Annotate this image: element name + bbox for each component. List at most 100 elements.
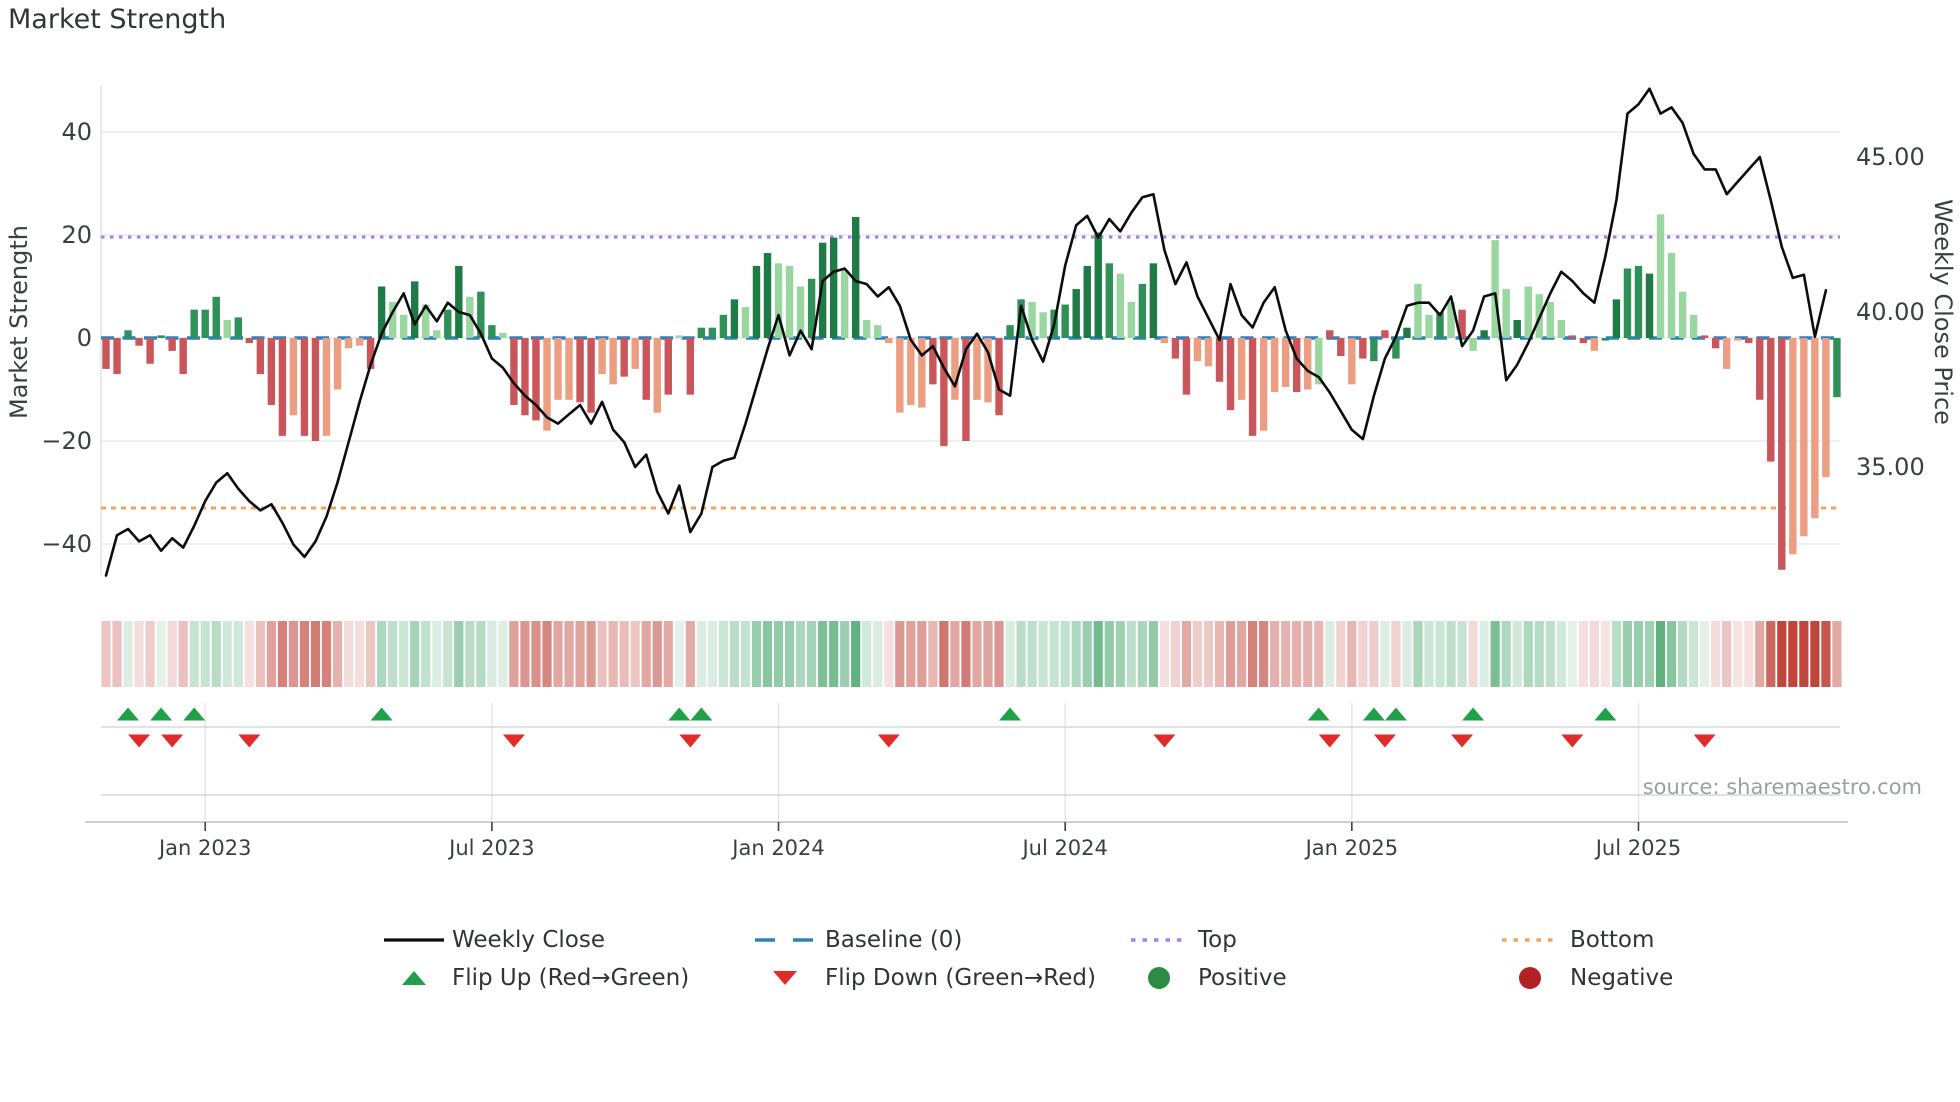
y-left-tick-label: 0 — [77, 324, 92, 352]
strength-bar-positive — [1017, 299, 1025, 338]
heatmap-strip-cell — [1336, 621, 1346, 687]
strength-bar-positive — [444, 309, 452, 338]
strength-bar-negative — [245, 338, 254, 344]
dot-orange-icon — [1502, 938, 1558, 942]
heatmap-strip-cell — [1214, 621, 1225, 687]
heatmap-strip-cell — [663, 621, 673, 687]
heatmap-strip-cell — [1203, 621, 1214, 687]
strength-bar-positive — [752, 265, 761, 338]
strength-bar-negative — [1711, 338, 1720, 349]
heatmap-strip-cell — [145, 621, 155, 687]
heatmap-strip-cell — [1038, 621, 1048, 687]
heatmap-strip-cell — [1181, 621, 1192, 687]
heatmap-strip-cell — [112, 621, 122, 687]
heatmap-strip-cell — [994, 621, 1004, 687]
strength-bar-positive — [1326, 330, 1334, 338]
strength-bar-negative — [1789, 338, 1797, 555]
heatmap-strip-cell — [652, 621, 662, 687]
heatmap-strip-cell — [354, 621, 365, 687]
strength-bar-negative — [1226, 338, 1235, 411]
strength-bar-negative — [355, 338, 364, 346]
heatmap-strip-cell — [156, 621, 166, 687]
y-left-tick-label: −20 — [41, 427, 92, 455]
line-black-icon — [384, 938, 444, 942]
heatmap-strip-cell — [1093, 621, 1103, 687]
heatmap-strip-cell — [443, 621, 453, 687]
heatmap-strip-cell — [531, 621, 541, 687]
strength-bar-positive — [719, 314, 728, 338]
circle-red-icon — [1519, 967, 1541, 989]
strength-bar-positive — [1094, 232, 1102, 338]
heatmap-strip-cell — [608, 621, 618, 687]
y-left-tick-label: 40 — [61, 118, 92, 146]
heatmap-strip-cell — [851, 621, 861, 687]
heatmap-strip-cell — [928, 621, 938, 687]
legend-item-label: Weekly Close — [452, 927, 605, 953]
heatmap-strip-cell — [465, 621, 475, 687]
heatmap-strip-cell — [972, 621, 982, 687]
heatmap-strip-cell — [895, 621, 905, 687]
strength-bar-negative — [896, 338, 904, 413]
strength-bar-positive — [1105, 263, 1113, 338]
strength-bar-negative — [146, 338, 154, 364]
strength-bar-negative — [565, 338, 573, 400]
strength-bar-negative — [333, 338, 342, 390]
heatmap-strip-cell — [388, 621, 398, 687]
tri-down-icon — [773, 971, 797, 985]
strength-bar-negative — [631, 338, 639, 369]
strength-bar-negative — [1359, 338, 1367, 359]
heatmap-strip-cell — [178, 621, 188, 687]
strength-bar-positive — [1612, 299, 1621, 338]
heatmap-strip-cell — [1799, 621, 1809, 687]
heatmap-strip-cell — [1810, 621, 1820, 687]
legend-item-bottom: Bottom — [1498, 925, 1654, 955]
heatmap-strip-cell — [1556, 621, 1566, 687]
legend-item-negative: Negative — [1498, 963, 1673, 993]
strength-bar-positive — [1689, 314, 1698, 338]
heatmap-strip-cell — [718, 621, 728, 687]
heatmap-strip-cell — [1666, 621, 1677, 687]
strength-bar-negative — [256, 338, 265, 375]
strength-bar-positive — [433, 330, 441, 338]
strength-bar-negative — [1469, 338, 1477, 351]
flip-up-marker — [370, 707, 393, 721]
strength-bar-negative — [918, 338, 926, 408]
legend-item-label: Top — [1198, 927, 1237, 953]
heatmap-strip-cell — [1347, 621, 1357, 687]
heatmap-strip-cell — [1391, 621, 1401, 687]
strength-bar-positive — [840, 271, 849, 338]
heatmap-strip-cell — [1744, 621, 1754, 687]
strength-bar-negative — [1304, 338, 1312, 390]
strength-bar-negative — [300, 338, 309, 436]
heatmap-strip-cell — [1655, 621, 1666, 687]
heatmap-strip-cell — [421, 621, 431, 687]
circle-green-icon — [1148, 967, 1170, 989]
heatmap-strip-cell — [1082, 621, 1092, 687]
heatmap-strip-cell — [1722, 621, 1732, 687]
strength-bar-negative — [543, 338, 551, 431]
strength-bar-negative — [1337, 338, 1345, 357]
heatmap-strip-cell — [1005, 621, 1015, 687]
legend-item-label: Bottom — [1570, 927, 1655, 953]
strength-bar-negative — [1204, 338, 1213, 367]
heatmap-strip-cell — [1490, 621, 1500, 687]
heatmap-strip-cell — [1049, 621, 1059, 687]
y-left-tick-label: 20 — [61, 221, 92, 249]
strength-bar-negative — [1800, 338, 1808, 537]
heatmap-strip-cell — [1766, 621, 1776, 687]
flip-up-marker — [668, 707, 691, 721]
x-tick-label: Jul 2023 — [447, 836, 534, 860]
strength-bar-positive — [1006, 325, 1014, 338]
heatmap-strip-cell — [773, 621, 784, 687]
heatmap-strip-cell — [509, 621, 519, 687]
strength-bar-positive — [697, 327, 706, 338]
strength-bar-negative — [521, 338, 529, 416]
heatmap-strip-cell — [1071, 621, 1081, 687]
heatmap-strip-cell — [818, 621, 828, 687]
heatmap-strip-cell — [829, 621, 839, 687]
heatmap-strip-cell — [906, 621, 916, 687]
strength-bar-positive — [1678, 291, 1687, 338]
strength-bar-positive — [1425, 314, 1433, 338]
strength-bar-positive — [829, 237, 838, 338]
strength-bar-negative — [1182, 338, 1191, 395]
